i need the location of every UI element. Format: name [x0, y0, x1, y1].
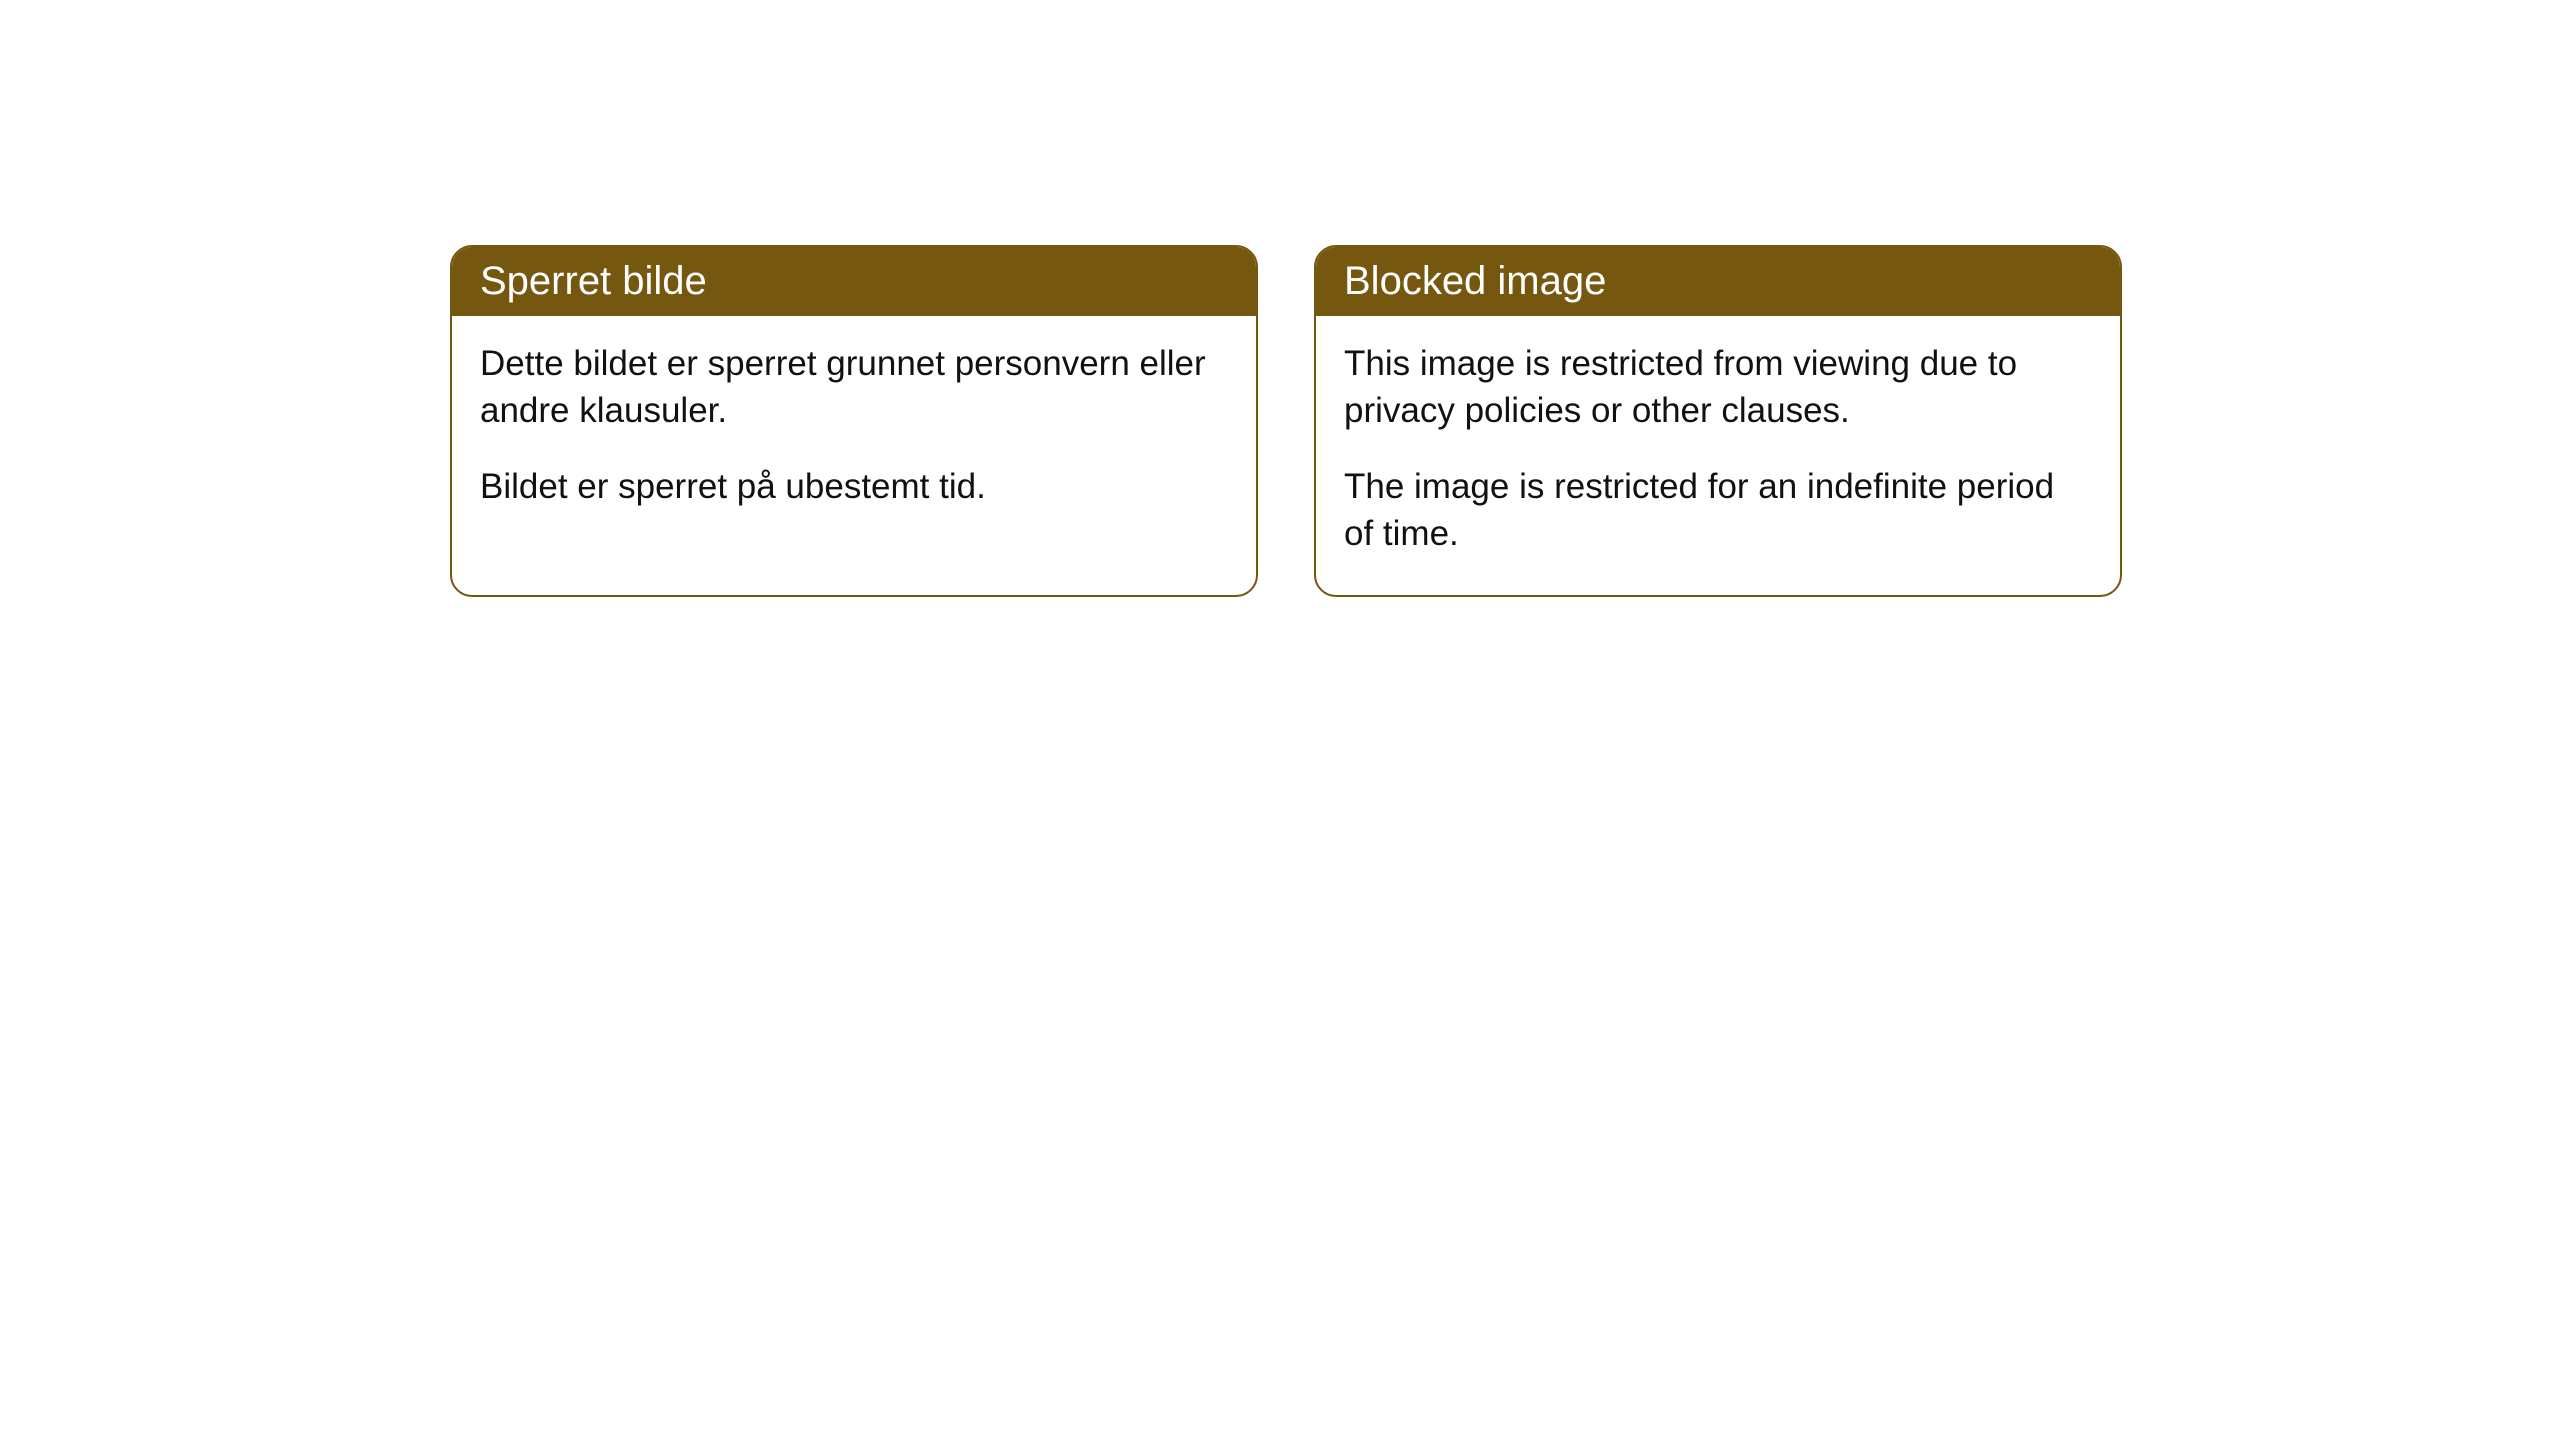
card-paragraph-no-2: Bildet er sperret på ubestemt tid.: [480, 463, 1228, 510]
card-body-no: Dette bildet er sperret grunnet personve…: [452, 316, 1256, 548]
cards-container: Sperret bilde Dette bildet er sperret gr…: [450, 245, 2122, 597]
blocked-image-card-no: Sperret bilde Dette bildet er sperret gr…: [450, 245, 1258, 597]
card-paragraph-en-2: The image is restricted for an indefinit…: [1344, 463, 2092, 558]
card-body-en: This image is restricted from viewing du…: [1316, 316, 2120, 595]
blocked-image-card-en: Blocked image This image is restricted f…: [1314, 245, 2122, 597]
card-header-en: Blocked image: [1316, 247, 2120, 316]
card-header-no: Sperret bilde: [452, 247, 1256, 316]
card-paragraph-en-1: This image is restricted from viewing du…: [1344, 340, 2092, 435]
card-paragraph-no-1: Dette bildet er sperret grunnet personve…: [480, 340, 1228, 435]
